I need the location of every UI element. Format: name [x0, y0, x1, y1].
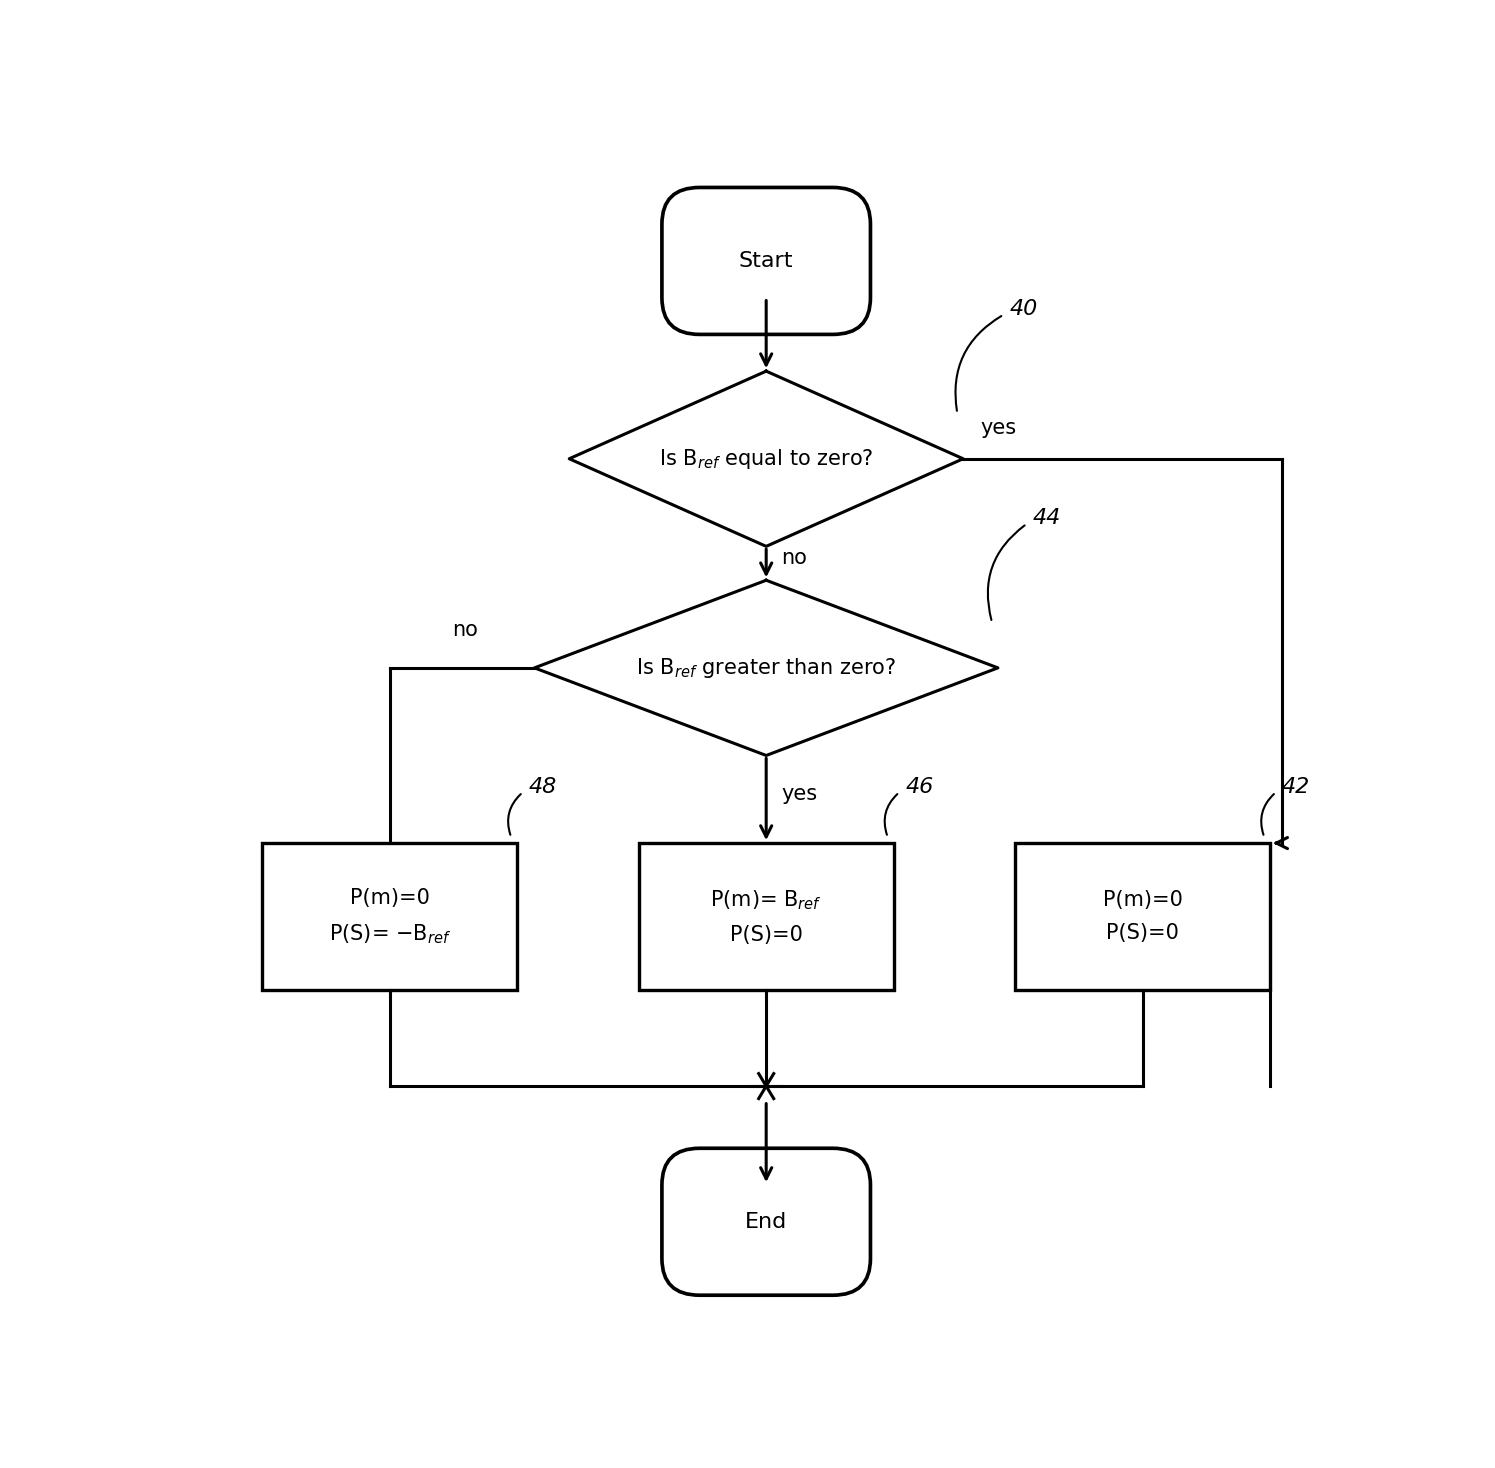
Bar: [262, 843, 517, 989]
Text: 46: 46: [904, 777, 933, 797]
Text: Start: Start: [739, 251, 794, 272]
Bar: [638, 843, 894, 989]
Text: End: End: [745, 1211, 788, 1232]
Text: 42: 42: [1281, 777, 1310, 797]
Bar: [1015, 843, 1271, 989]
Polygon shape: [570, 371, 963, 546]
Text: 40: 40: [1009, 299, 1038, 319]
Text: yes: yes: [981, 418, 1017, 439]
Text: 48: 48: [529, 777, 558, 797]
Text: yes: yes: [782, 784, 818, 803]
Text: P(m)=0
P(S)= −B$_{ref}$: P(m)=0 P(S)= −B$_{ref}$: [329, 888, 451, 945]
Polygon shape: [535, 580, 997, 756]
FancyBboxPatch shape: [662, 188, 870, 335]
Text: no: no: [782, 548, 807, 568]
Text: Is B$_{ref}$ equal to zero?: Is B$_{ref}$ equal to zero?: [659, 446, 873, 471]
FancyBboxPatch shape: [662, 1148, 870, 1295]
Text: 44: 44: [1033, 508, 1061, 528]
Text: no: no: [451, 619, 478, 640]
Text: Is B$_{ref}$ greater than zero?: Is B$_{ref}$ greater than zero?: [635, 656, 897, 680]
Text: P(m)=0
P(S)=0: P(m)=0 P(S)=0: [1103, 890, 1183, 942]
Text: P(m)= B$_{ref}$
P(S)=0: P(m)= B$_{ref}$ P(S)=0: [710, 888, 822, 945]
